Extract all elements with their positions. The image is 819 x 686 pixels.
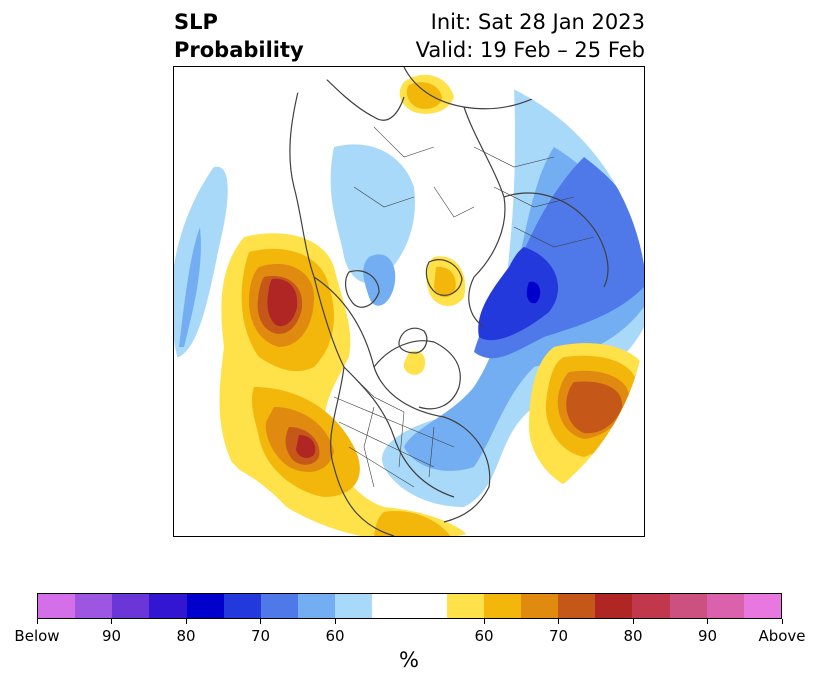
colorbar-below-swatch (112, 594, 150, 618)
map-panel (173, 66, 645, 537)
colorbar-tick (111, 619, 112, 624)
colorbar-tick (781, 619, 783, 624)
colorbar-below-swatch (260, 594, 299, 618)
colorbar-above-swatch (521, 594, 559, 618)
colorbar-tick (558, 619, 559, 624)
colorbar-above-swatch (743, 594, 782, 618)
colorbar-above-swatch (483, 594, 522, 618)
colorbar-unit-label: % (399, 648, 419, 672)
colorbar-neutral-swatch (372, 594, 447, 618)
below-80-areas (526, 281, 541, 304)
colorbar-tick-label: 90 (697, 627, 718, 645)
colorbar-tick-label: 80 (176, 627, 196, 645)
political-borders (333, 126, 635, 488)
colorbar-above-swatch (706, 594, 744, 618)
colorbar-above-swatch (632, 594, 670, 618)
colorbar-tick-label: 70 (548, 627, 569, 645)
colorbar-tick (334, 619, 336, 624)
colorbar-above-swatch (669, 594, 707, 618)
colorbar-above-swatch (595, 594, 633, 618)
colorbar-tick-label: 60 (325, 627, 345, 645)
colorbar-tick (707, 619, 708, 624)
title-type: Probability (174, 38, 304, 62)
colorbar-below-swatch (149, 594, 187, 618)
above-80-areas (267, 278, 316, 458)
colorbar-tick-label: Below (14, 627, 60, 645)
colorbar-above-swatch (558, 594, 596, 618)
colorbar-tick (483, 619, 485, 624)
title-left: SLP Probability (174, 8, 304, 64)
colorbar-below-swatch (223, 594, 261, 618)
init-date: Init: Sat 28 Jan 2023 (430, 10, 645, 34)
colorbar-below-swatch (335, 594, 373, 618)
colorbar-tick (36, 619, 38, 624)
colorbar-tick (185, 619, 187, 624)
colorbar (37, 593, 782, 619)
title-right: Init: Sat 28 Jan 2023 Valid: 19 Feb – 25… (416, 8, 645, 64)
valid-range: Valid: 19 Feb – 25 Feb (415, 38, 645, 62)
colorbar-tick-label: 60 (474, 627, 494, 645)
colorbar-tick-label: 70 (250, 627, 271, 645)
below-75-areas (478, 247, 559, 341)
title-variable: SLP (174, 10, 218, 34)
colorbar-tick-label: 90 (101, 627, 122, 645)
colorbar-tick-label: 80 (623, 627, 643, 645)
colorbar-tick (260, 619, 261, 624)
colorbar-below-swatch (38, 594, 76, 618)
probability-map (174, 67, 644, 536)
colorbar-below-swatch (186, 594, 224, 618)
colorbar-tick (632, 619, 634, 624)
colorbar-below-swatch (75, 594, 113, 618)
colorbar-above-swatch (446, 594, 484, 618)
colorbar-tick-label: Above (758, 627, 806, 645)
colorbar-below-swatch (298, 594, 336, 618)
